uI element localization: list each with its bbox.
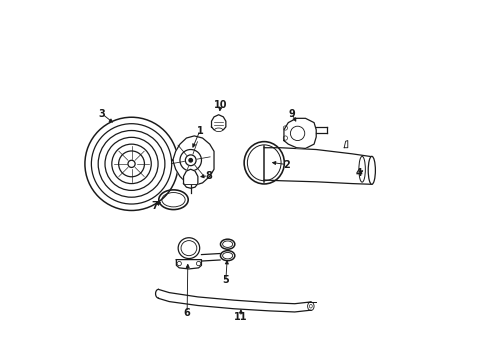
Ellipse shape <box>214 128 222 132</box>
Text: 5: 5 <box>222 275 229 285</box>
Ellipse shape <box>85 117 178 211</box>
Circle shape <box>185 155 196 166</box>
Text: 4: 4 <box>355 168 362 178</box>
Circle shape <box>128 160 135 167</box>
Polygon shape <box>211 115 225 131</box>
Polygon shape <box>176 260 201 269</box>
Circle shape <box>188 158 192 162</box>
Text: 11: 11 <box>234 312 247 322</box>
Polygon shape <box>172 136 214 185</box>
Text: 1: 1 <box>196 126 203 135</box>
Polygon shape <box>183 169 198 188</box>
Text: 6: 6 <box>183 308 190 318</box>
Ellipse shape <box>244 141 284 184</box>
Ellipse shape <box>309 305 312 308</box>
Polygon shape <box>344 140 347 148</box>
Ellipse shape <box>367 156 375 184</box>
Text: 9: 9 <box>288 109 295 119</box>
Text: 10: 10 <box>213 100 227 111</box>
Text: 8: 8 <box>205 171 212 181</box>
Text: 7: 7 <box>151 201 158 211</box>
Polygon shape <box>284 118 316 148</box>
Text: 3: 3 <box>98 109 105 119</box>
Ellipse shape <box>178 238 199 258</box>
Text: 2: 2 <box>283 159 289 170</box>
